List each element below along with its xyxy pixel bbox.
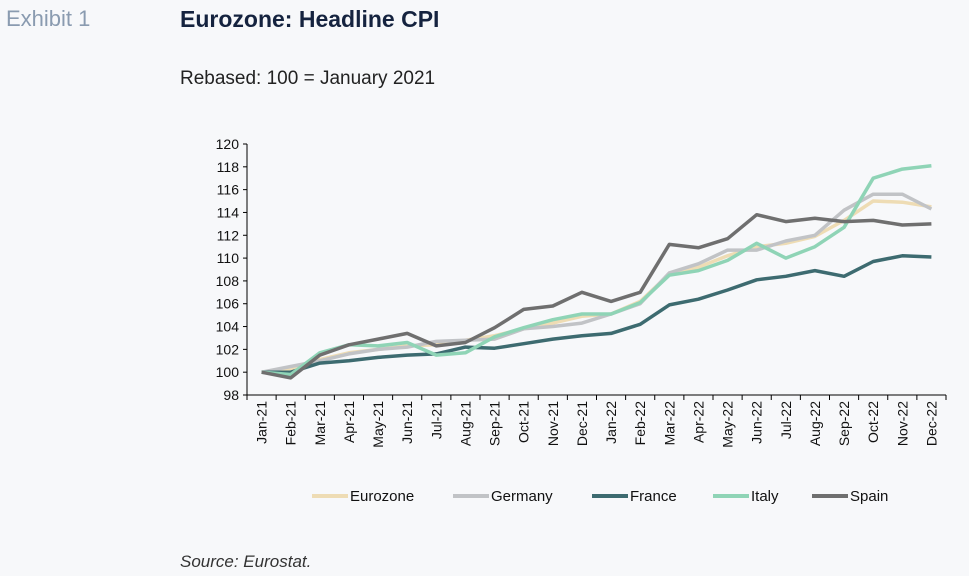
y-tick-label: 114 xyxy=(217,204,240,220)
x-tick-label: Jan-21 xyxy=(254,401,270,444)
x-tick-label: Jun-21 xyxy=(399,401,415,444)
legend-label-italy: Italy xyxy=(751,488,779,505)
x-tick-label: Apr-22 xyxy=(690,401,706,443)
y-tick-label: 108 xyxy=(216,273,240,289)
chart-subtitle: Rebased: 100 = January 2021 xyxy=(180,68,436,89)
x-tick-label: Feb-21 xyxy=(283,401,299,446)
x-tick-label: Mar-21 xyxy=(312,401,328,446)
y-tick-label: 118 xyxy=(217,159,240,175)
y-tick-label: 104 xyxy=(216,319,240,335)
exhibit-label: Exhibit 1 xyxy=(6,6,91,31)
x-tick-label: Mar-22 xyxy=(661,401,677,446)
x-tick-label: Feb-22 xyxy=(632,401,648,446)
x-tick-label: Jul-21 xyxy=(428,401,444,439)
y-tick-label: 120 xyxy=(216,136,240,152)
x-tick-label: Oct-22 xyxy=(865,401,881,443)
series-line-france xyxy=(261,254,932,374)
y-tick-label: 110 xyxy=(217,250,240,266)
x-tick-label: May-22 xyxy=(720,401,736,448)
series-line-germany xyxy=(261,192,933,374)
y-tick-label: 112 xyxy=(217,227,240,243)
x-tick-label: Nov-22 xyxy=(894,401,910,446)
x-tick-label: Dec-22 xyxy=(923,401,939,446)
series-line-spain xyxy=(261,212,932,380)
x-tick-label: Sep-21 xyxy=(487,401,503,446)
x-tick-label: Nov-21 xyxy=(545,401,561,446)
legend-label-france: France xyxy=(630,488,677,505)
y-tick-label: 106 xyxy=(216,296,240,312)
chart-axes: 98 100 102 104 106 108 110 112 114 116 118 120 Jan-2… xyxy=(216,136,947,448)
chart-title: Eurozone: Headline CPI xyxy=(180,6,440,32)
x-tick-label: Jan-22 xyxy=(603,401,619,444)
x-tick-label: Jul-22 xyxy=(778,401,794,439)
x-tick-label: Aug-21 xyxy=(457,401,473,446)
source-note: Source: Eurostat. xyxy=(180,552,312,571)
x-tick-label: Aug-22 xyxy=(807,401,823,446)
chart-legend: Eurozone Germany France Italy Spain xyxy=(312,488,888,505)
chart-series-group xyxy=(261,163,933,380)
legend-label-germany: Germany xyxy=(491,488,553,505)
x-tick-label: Jun-22 xyxy=(749,401,765,444)
x-tick-label: May-21 xyxy=(370,401,386,448)
x-tick-label: Dec-21 xyxy=(574,401,590,446)
y-tick-label: 98 xyxy=(223,387,239,403)
y-tick-label: 102 xyxy=(216,341,240,357)
y-tick-label: 116 xyxy=(217,182,240,198)
x-tick-label: Apr-21 xyxy=(341,401,357,443)
y-tick-label: 100 xyxy=(216,364,240,380)
legend-label-eurozone: Eurozone xyxy=(350,488,414,505)
x-tick-label: Sep-22 xyxy=(836,401,852,446)
x-tick-label: Oct-21 xyxy=(516,401,532,443)
legend-label-spain: Spain xyxy=(850,488,888,505)
series-line-italy xyxy=(261,163,932,377)
